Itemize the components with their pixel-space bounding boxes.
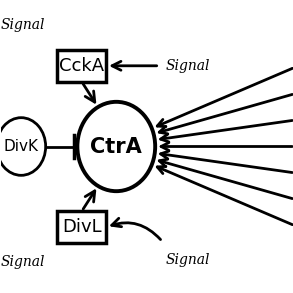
- Text: Signal: Signal: [165, 253, 210, 267]
- FancyBboxPatch shape: [57, 211, 106, 243]
- Text: Signal: Signal: [1, 255, 45, 269]
- Text: CtrA: CtrA: [91, 137, 142, 156]
- Ellipse shape: [77, 102, 155, 191]
- Text: Signal: Signal: [165, 59, 210, 73]
- FancyArrowPatch shape: [112, 218, 161, 240]
- Text: CckA: CckA: [59, 57, 104, 75]
- Ellipse shape: [0, 118, 46, 175]
- Text: DivK: DivK: [4, 139, 39, 154]
- Text: Signal: Signal: [1, 18, 45, 33]
- FancyBboxPatch shape: [57, 50, 106, 82]
- Text: DivL: DivL: [62, 218, 101, 236]
